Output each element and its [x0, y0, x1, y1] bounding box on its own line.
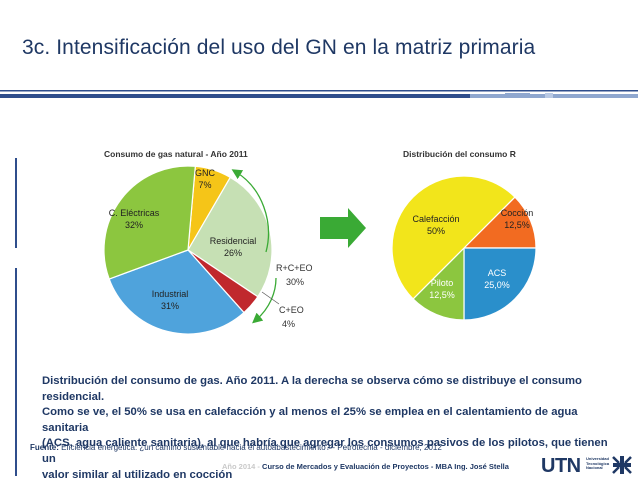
slide-title: 3c. Intensificación del uso del GN en la…	[22, 36, 536, 59]
footer-year: Año 2014 -	[222, 462, 260, 471]
source-text: Eficiencia energética: ¿un camino susten…	[61, 443, 442, 452]
pie1-slice-c-el-ctricas	[103, 165, 196, 280]
pie1-label-industrial: Industrial	[152, 289, 189, 299]
caption-line-2: Como se ve, el 50% se usa en calefacción…	[42, 406, 578, 434]
source-note: Fuente: Eficiencia energética: ¿un camin…	[30, 443, 442, 452]
pie1-value-c-el-ctricas: 32%	[125, 220, 143, 230]
pie1-label-residencial: Residencial	[210, 236, 257, 246]
arc-arrow-down	[252, 277, 277, 324]
pie2-value-calefacci-n: 50%	[427, 226, 445, 236]
left-accent-line-bottom	[15, 268, 17, 476]
pie1-value-residencial: 26%	[224, 248, 242, 258]
utn-logo-subtitle: Universidad Tecnológica Nacional	[586, 456, 610, 471]
caption-line-1: Distribución del consumo de gas. Año 201…	[42, 375, 582, 403]
pie1-value-industrial: 31%	[161, 301, 179, 311]
pie2-label-calefacci-n: Calefacción	[412, 214, 459, 224]
pie2-slice-acs	[463, 247, 537, 321]
chart2-labels: Cocción 12,5% ACS 25,0% Piloto 12,5% Calefacci…	[412, 208, 533, 300]
pie1-slice-residencial	[187, 176, 273, 298]
pie2-value-acs: 25,0%	[484, 280, 510, 290]
pie2-label-acs: ACS	[488, 268, 507, 278]
chart1-title: Consumo de gas natural - Año 2011	[104, 149, 248, 159]
left-accent-line-top	[15, 158, 17, 248]
utn-logo-text: UTN	[541, 455, 581, 477]
pie2-value-piloto: 12,5%	[429, 290, 455, 300]
caption-line-3: (ACS, agua caliente sanitaria), al que h…	[42, 437, 608, 465]
footer-text: Año 2014 - Curso de Mercados y Evaluació…	[222, 462, 509, 471]
chart2-pie	[391, 175, 537, 321]
chart2-title: Distribución del consumo R	[403, 149, 516, 159]
pie1-label-gnc: GNC	[195, 168, 216, 178]
pie2-label-cocci-n: Cocción	[501, 208, 534, 218]
pie1-value-gnc: 7%	[198, 180, 211, 190]
annotation-rceo-label: R+C+EO	[276, 263, 313, 273]
annotation-rceo-value: 30%	[286, 277, 304, 287]
title-underline-bar	[0, 90, 638, 98]
callout-line-ceo	[261, 291, 280, 305]
pie1-label-c-el-ctricas: C. Eléctricas	[109, 208, 160, 218]
pie2-slice-calefacci-n	[391, 175, 516, 300]
annotation-ceo-label: C+EO	[279, 305, 304, 315]
annotation-ceo-value: 4%	[282, 319, 295, 329]
pie2-value-cocci-n: 12,5%	[504, 220, 530, 230]
caption-line-4: valor similar al utilizado en cocción	[42, 468, 233, 481]
utn-sub-line-2: Tecnológica	[586, 460, 610, 466]
pie2-label-piloto: Piloto	[431, 278, 454, 288]
pie1-slice-industrial	[108, 249, 245, 335]
caption-block: Distribución del consumo de gas. Año 201…	[42, 374, 622, 483]
utn-sub-line-3: Nacional	[586, 465, 603, 470]
chart1-labels: GNC 7% Residencial 26% Industrial 31% C. Eléct…	[109, 168, 257, 311]
utn-sub-line-1: Universidad	[586, 456, 609, 461]
chart1-pie	[103, 165, 273, 335]
footer-course: Curso de Mercados y Evaluación de Proyec…	[262, 462, 509, 471]
utn-emblem-icon	[612, 456, 632, 474]
source-label: Fuente:	[30, 443, 59, 452]
big-right-arrow-icon	[320, 208, 366, 248]
arc-arrow-up	[231, 169, 270, 253]
